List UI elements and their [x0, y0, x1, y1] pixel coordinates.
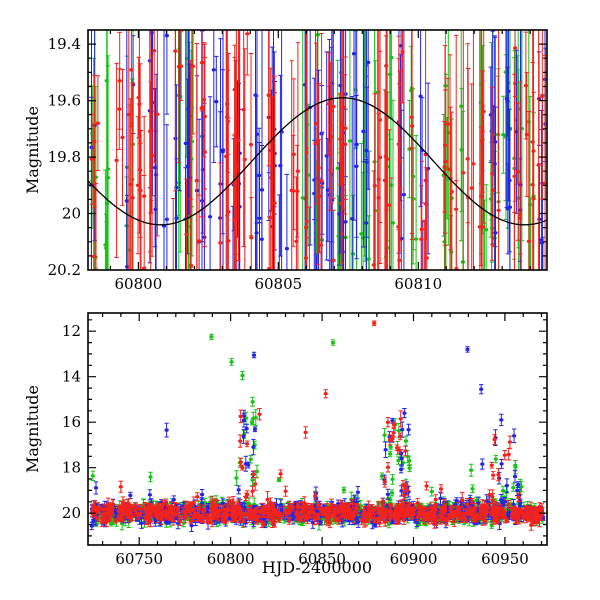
bottom-y-axis-label: Magnitude: [23, 385, 42, 473]
top-ytick-label: 19.6: [48, 92, 81, 110]
top-y-axis-label: Magnitude: [23, 106, 42, 194]
bottom-ytick-label: 14: [62, 368, 81, 386]
bottom-points-red: [90, 321, 545, 527]
top-ytick-label: 20: [62, 205, 81, 223]
model-light-curve: [88, 97, 547, 226]
bottom-xtick-label: 60950: [481, 550, 529, 568]
bottom-axis-ticks: [88, 313, 547, 545]
bottom-ytick-label: 20: [62, 504, 81, 522]
bottom-xtick-label: 60750: [115, 550, 163, 568]
top-ytick-label: 19.4: [48, 35, 81, 53]
top-data-points: [88, 30, 547, 270]
top-frame: [87, 29, 548, 271]
top-axis-ticks: [88, 30, 547, 270]
bottom-points-green: [90, 335, 545, 527]
bottom-xtick-label: 60800: [207, 550, 255, 568]
top-xtick-label: 60800: [115, 275, 163, 293]
bottom-panel: 60750 60800 60850 60900 60950 12 14 16 18 20: [62, 312, 548, 568]
bottom-xtick-label: 60850: [298, 550, 346, 568]
bottom-data-points: [89, 320, 546, 532]
bottom-ytick-label: 12: [62, 322, 81, 340]
top-ytick-label: 20.2: [48, 261, 81, 279]
top-xtick-label: 60810: [394, 275, 442, 293]
bottom-frame: [87, 312, 548, 546]
bottom-ytick-label: 16: [62, 413, 81, 431]
bottom-ytick-label: 18: [62, 459, 81, 477]
top-xtick-label: 60805: [254, 275, 302, 293]
bottom-xtick-label: 60900: [390, 550, 438, 568]
top-ytick-label: 19.8: [48, 148, 81, 166]
top-panel: 60800 60805 60810 19.4 19.6 19.8 20 20.2: [48, 29, 548, 293]
bottom-x-axis-label: HJD-2400000: [262, 558, 372, 577]
